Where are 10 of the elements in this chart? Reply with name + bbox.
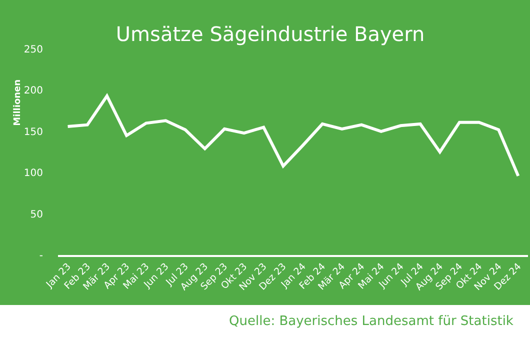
source-note: Quelle: Bayerisches Landesamt für Statistik: [229, 314, 514, 329]
y-axis-title: Millionen: [13, 79, 24, 126]
y-tick-label: 50: [30, 209, 43, 220]
y-tick-label: 200: [24, 86, 43, 97]
y-tick-label: 250: [24, 44, 43, 56]
chart-title: Umsätze Sägeindustrie Bayern: [116, 22, 425, 46]
y-tick-label: -: [39, 250, 44, 262]
line-series: [66, 94, 520, 178]
y-tick-label: 150: [24, 126, 43, 138]
y-tick-label: 100: [24, 168, 43, 180]
